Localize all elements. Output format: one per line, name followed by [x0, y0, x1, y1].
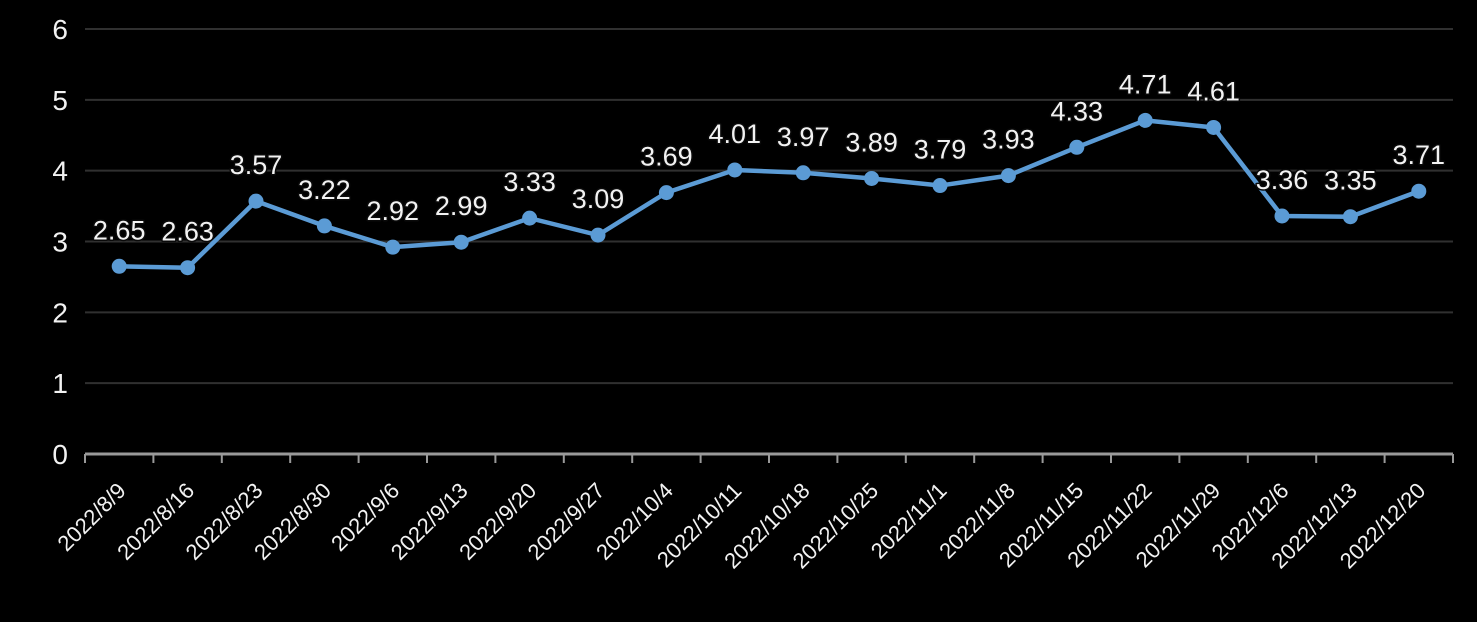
- data-point-label: 3.69: [640, 142, 693, 172]
- data-point-label: 3.57: [230, 150, 283, 180]
- y-axis-tick-label: 2: [52, 297, 68, 328]
- data-point-label: 4.61: [1187, 76, 1240, 106]
- data-point-marker: [248, 193, 264, 209]
- data-point-marker: [1411, 183, 1427, 199]
- data-point-marker: [385, 239, 401, 255]
- y-axis-tick-label: 1: [52, 368, 68, 399]
- data-point-marker: [1137, 112, 1153, 128]
- y-axis-tick-label: 6: [52, 14, 68, 45]
- data-point-marker: [453, 234, 469, 250]
- data-point-label: 4.01: [709, 119, 762, 149]
- data-point-marker: [795, 165, 811, 181]
- data-point-marker: [1274, 208, 1290, 224]
- data-point-label: 3.35: [1324, 166, 1377, 196]
- data-point-label: 3.89: [845, 127, 898, 157]
- data-point-marker: [522, 210, 538, 226]
- data-point-label: 3.09: [572, 184, 625, 214]
- data-point-label: 3.97: [777, 122, 830, 152]
- data-point-marker: [1342, 209, 1358, 225]
- data-point-label: 2.63: [161, 217, 214, 247]
- data-point-marker: [316, 218, 332, 234]
- y-axis-tick-label: 3: [52, 227, 68, 258]
- data-point-marker: [864, 170, 880, 186]
- data-point-label: 2.92: [367, 196, 420, 226]
- data-point-label: 3.71: [1393, 140, 1446, 170]
- data-point-marker: [932, 178, 948, 194]
- y-axis-tick-label: 0: [52, 439, 68, 470]
- data-point-marker: [1000, 168, 1016, 184]
- data-point-label: 3.93: [982, 125, 1035, 155]
- data-point-label: 3.22: [298, 175, 351, 205]
- data-point-label: 3.79: [914, 135, 967, 165]
- data-point-label: 4.71: [1119, 69, 1172, 99]
- data-point-label: 3.33: [503, 167, 556, 197]
- data-point-marker: [727, 162, 743, 178]
- data-point-marker: [1069, 139, 1085, 155]
- data-point-label: 3.36: [1256, 165, 1309, 195]
- data-point-marker: [658, 185, 674, 201]
- data-point-label: 2.65: [93, 215, 146, 245]
- data-point-marker: [590, 227, 606, 243]
- data-point-marker: [111, 258, 127, 274]
- y-axis-tick-label: 4: [52, 156, 68, 187]
- data-point-label: 4.33: [1051, 96, 1104, 126]
- data-point-marker: [1206, 119, 1222, 135]
- series-line: [116, 118, 1422, 270]
- data-point-marker: [180, 260, 196, 276]
- y-axis-tick-label: 5: [52, 85, 68, 116]
- data-point-label: 2.99: [435, 191, 488, 221]
